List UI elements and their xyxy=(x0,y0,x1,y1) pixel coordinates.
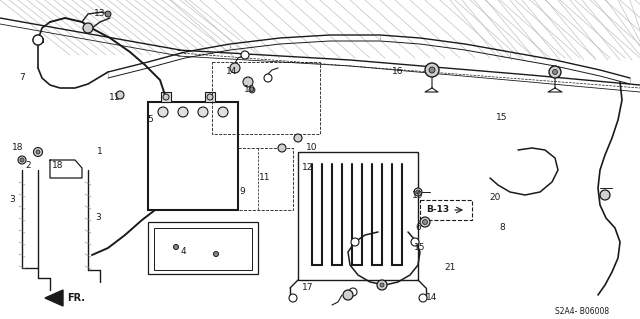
Circle shape xyxy=(429,67,435,73)
Bar xyxy=(238,148,293,210)
Circle shape xyxy=(218,107,228,117)
Circle shape xyxy=(230,63,240,73)
Circle shape xyxy=(294,134,302,142)
Circle shape xyxy=(178,107,188,117)
Text: 3: 3 xyxy=(9,196,15,204)
Circle shape xyxy=(36,150,40,154)
Bar xyxy=(154,228,252,270)
Text: 11: 11 xyxy=(259,174,271,182)
Polygon shape xyxy=(45,290,63,306)
Circle shape xyxy=(20,158,24,162)
Text: 2: 2 xyxy=(25,160,31,169)
Text: 21: 21 xyxy=(444,263,456,272)
Text: FR.: FR. xyxy=(67,293,85,303)
Text: 11: 11 xyxy=(109,93,121,102)
Circle shape xyxy=(552,70,557,75)
Circle shape xyxy=(289,294,297,302)
Text: 10: 10 xyxy=(244,85,256,94)
Circle shape xyxy=(425,63,439,77)
Text: 19: 19 xyxy=(412,190,424,199)
Circle shape xyxy=(416,190,420,194)
Circle shape xyxy=(422,219,428,225)
Text: 4: 4 xyxy=(180,248,186,256)
Circle shape xyxy=(411,238,419,246)
Text: B-13: B-13 xyxy=(426,205,449,214)
Circle shape xyxy=(414,188,422,196)
Text: 13: 13 xyxy=(94,10,106,19)
Text: 6: 6 xyxy=(415,224,421,233)
Circle shape xyxy=(380,283,384,287)
Text: 7: 7 xyxy=(19,73,25,83)
Circle shape xyxy=(600,190,610,200)
Bar xyxy=(420,200,472,220)
Circle shape xyxy=(377,280,387,290)
Circle shape xyxy=(158,107,168,117)
Text: S2A4- B06008: S2A4- B06008 xyxy=(555,308,609,316)
Bar xyxy=(205,92,215,102)
Circle shape xyxy=(33,35,43,45)
Circle shape xyxy=(33,147,42,157)
Text: 3: 3 xyxy=(95,213,101,222)
Bar xyxy=(161,92,171,102)
Circle shape xyxy=(243,77,253,87)
Text: 15: 15 xyxy=(496,114,508,122)
Circle shape xyxy=(105,11,111,17)
Circle shape xyxy=(420,217,430,227)
Bar xyxy=(148,222,258,274)
Circle shape xyxy=(207,94,213,100)
Circle shape xyxy=(549,66,561,78)
Circle shape xyxy=(278,144,286,152)
Circle shape xyxy=(351,238,359,246)
Circle shape xyxy=(349,288,357,296)
Text: 14: 14 xyxy=(227,68,237,77)
Text: 10: 10 xyxy=(307,144,317,152)
Text: 12: 12 xyxy=(302,164,314,173)
Circle shape xyxy=(343,290,353,300)
Circle shape xyxy=(173,244,179,249)
Text: 5: 5 xyxy=(147,115,153,124)
Circle shape xyxy=(18,156,26,164)
Text: 20: 20 xyxy=(490,194,500,203)
Bar xyxy=(148,102,238,210)
Text: 15: 15 xyxy=(414,243,426,253)
Bar xyxy=(298,152,418,280)
Text: 9: 9 xyxy=(239,188,245,197)
Bar xyxy=(212,62,320,134)
Circle shape xyxy=(214,251,218,256)
Circle shape xyxy=(264,74,272,82)
Circle shape xyxy=(419,294,427,302)
Circle shape xyxy=(249,87,255,93)
Circle shape xyxy=(116,91,124,99)
Circle shape xyxy=(198,107,208,117)
Circle shape xyxy=(241,51,249,59)
Text: 14: 14 xyxy=(426,293,438,302)
Text: 8: 8 xyxy=(499,224,505,233)
Circle shape xyxy=(163,94,169,100)
Text: 18: 18 xyxy=(52,160,64,169)
Text: 16: 16 xyxy=(392,68,404,77)
Circle shape xyxy=(83,23,93,33)
Text: 18: 18 xyxy=(12,144,24,152)
Text: 1: 1 xyxy=(97,147,103,157)
Circle shape xyxy=(33,35,43,45)
Text: 17: 17 xyxy=(302,284,314,293)
